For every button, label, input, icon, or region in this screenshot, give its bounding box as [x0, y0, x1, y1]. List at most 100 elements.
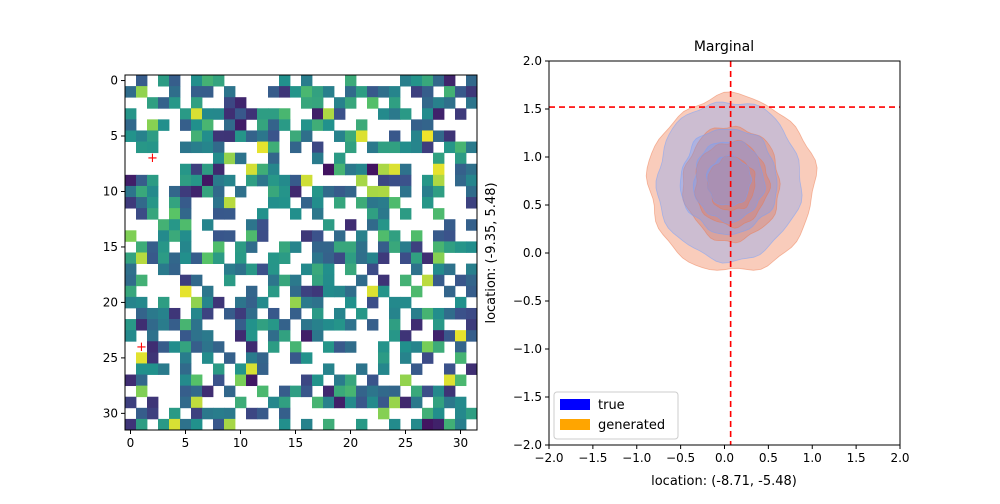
heatmap-cell	[422, 307, 434, 320]
density-contour-true	[705, 154, 753, 207]
heatmap-cell	[279, 241, 291, 253]
heatmap-cell	[301, 97, 313, 109]
heatmap-cell	[235, 374, 247, 387]
heatmap-cell	[180, 119, 192, 131]
heatmap-cell	[191, 163, 203, 176]
heatmap-cell	[422, 341, 434, 353]
heatmap-cell	[312, 263, 324, 276]
heatmap-cell	[169, 341, 181, 353]
heatmap-cell	[400, 352, 412, 364]
heatmap-cell	[213, 208, 225, 220]
y-tick-label: 30	[103, 406, 118, 420]
heatmap-cell	[125, 274, 137, 287]
heatmap-cell	[136, 130, 148, 142]
x-tick-label: −1.0	[622, 451, 651, 465]
heatmap-cell	[312, 108, 324, 120]
heatmap-cell	[125, 330, 137, 342]
heatmap-cell	[312, 396, 324, 409]
heatmap-cell	[466, 363, 478, 375]
heatmap-cell	[125, 197, 137, 209]
heatmap-cell	[301, 285, 313, 298]
heatmap-cell	[466, 174, 478, 187]
x-tick-label: 5	[182, 436, 190, 450]
x-tick-label: 20	[343, 436, 358, 450]
heatmap-cell	[158, 219, 170, 231]
heatmap-cell	[290, 130, 302, 142]
heatmap-cell	[323, 285, 335, 298]
y-tick-label: 0.0	[523, 246, 542, 260]
heatmap-cell	[433, 307, 445, 320]
heatmap-cell	[367, 219, 379, 231]
heatmap-cell	[367, 396, 379, 409]
heatmap-cell	[268, 130, 280, 142]
heatmap-cell	[466, 407, 478, 420]
heatmap-cell	[147, 174, 159, 187]
heatmap-cell	[411, 285, 423, 298]
heatmap-cell	[433, 407, 445, 420]
heatmap-cell	[125, 252, 137, 264]
x-tick-label: 10	[233, 436, 248, 450]
heatmap-cell	[345, 296, 357, 309]
heatmap-cell	[378, 208, 390, 220]
heatmap-cell	[125, 174, 137, 187]
heatmap-x-ticks: 0 5 10 15 20 25 30	[127, 430, 468, 450]
heatmap-cell	[125, 263, 137, 276]
heatmap-cell	[389, 86, 401, 98]
heatmap-cell	[345, 219, 357, 231]
heatmap-cell	[268, 197, 280, 209]
y-tick-label: 1.5	[523, 102, 542, 116]
heatmap-cell	[422, 141, 434, 154]
heatmap-cell	[290, 185, 302, 198]
heatmap-cell	[356, 241, 368, 253]
heatmap-cell	[312, 185, 324, 198]
heatmap-cell	[400, 163, 412, 176]
legend-swatch-generated	[560, 419, 590, 430]
heatmap-cell	[279, 197, 291, 209]
heatmap-cell	[191, 97, 203, 109]
heatmap-cell	[455, 396, 467, 409]
heatmap-cell	[389, 174, 401, 187]
heatmap-cell	[400, 396, 412, 409]
heatmap-cell	[345, 319, 357, 331]
heatmap-cell	[367, 296, 379, 309]
heatmap-cell	[169, 418, 181, 431]
heatmap-cell	[268, 396, 280, 409]
heatmap-cell	[169, 208, 181, 220]
heatmap-cell	[180, 252, 192, 264]
heatmap-cell	[378, 141, 390, 154]
heatmap-cell	[180, 219, 192, 231]
heatmap-cell	[180, 185, 192, 198]
heatmap-cell	[312, 152, 324, 165]
heatmap-cell	[268, 319, 280, 331]
heatmap-cell	[400, 341, 412, 353]
heatmap-cell	[147, 185, 159, 198]
heatmap-cell	[235, 319, 247, 331]
heatmap-cell	[334, 152, 346, 165]
heatmap-cell	[323, 396, 335, 409]
heatmap-cell	[411, 241, 423, 253]
heatmap-cell	[389, 163, 401, 176]
heatmap-cell	[147, 119, 159, 131]
heatmap-cell	[235, 97, 247, 109]
heatmap-cell	[455, 296, 467, 309]
heatmap-cell	[301, 352, 313, 364]
heatmap-cell	[147, 330, 159, 342]
heatmap-cell	[411, 396, 423, 409]
heatmap-cell	[191, 319, 203, 331]
heatmap-cell	[455, 174, 467, 187]
heatmap-cell	[125, 108, 137, 120]
heatmap-cell	[433, 341, 445, 353]
heatmap-cell	[169, 75, 181, 87]
heatmap-cell	[147, 341, 159, 353]
heatmap-cell	[213, 230, 225, 242]
heatmap-cell	[136, 274, 148, 287]
heatmap-cell	[444, 141, 456, 154]
heatmap-cell	[356, 418, 368, 431]
heatmap-cell	[367, 374, 379, 387]
heatmap-cell	[334, 307, 346, 320]
heatmap-cell	[246, 263, 258, 276]
heatmap-cell	[389, 241, 401, 253]
heatmap-cell	[411, 230, 423, 242]
heatmap-cell	[301, 418, 313, 431]
